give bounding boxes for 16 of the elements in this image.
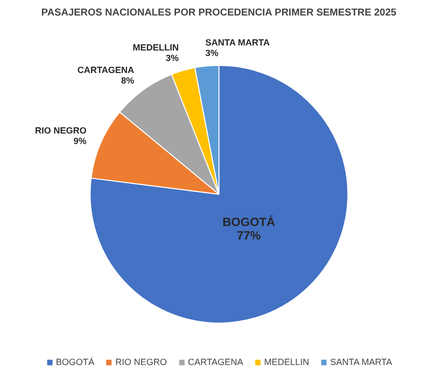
data-label: 77% (236, 228, 262, 242)
chart-title: PASAJEROS NACIONALES POR PROCEDENCIA PRIMER SEMESTRE 2025 (41, 8, 397, 18)
slice-label: BOGOTÁ (222, 215, 276, 230)
data-label: 8% (121, 75, 134, 86)
data-label: 3% (166, 53, 179, 64)
data-label: 3% (205, 48, 218, 58)
slice-label: MEDELLIN (132, 42, 179, 53)
legend-label: MEDELLIN (264, 357, 310, 367)
slice-label: SANTA MARTA (205, 38, 270, 48)
data-label: 9% (74, 136, 87, 146)
legend-label: CARTAGENA (188, 357, 244, 367)
legend-label: BOGOTÁ (56, 357, 94, 367)
slice-label: CARTAGENA (77, 64, 135, 75)
legend-label: SANTA MARTA (330, 357, 392, 367)
slice-label: RIO NEGRO (35, 126, 87, 136)
legend-label: RIO NEGRO (115, 357, 167, 367)
